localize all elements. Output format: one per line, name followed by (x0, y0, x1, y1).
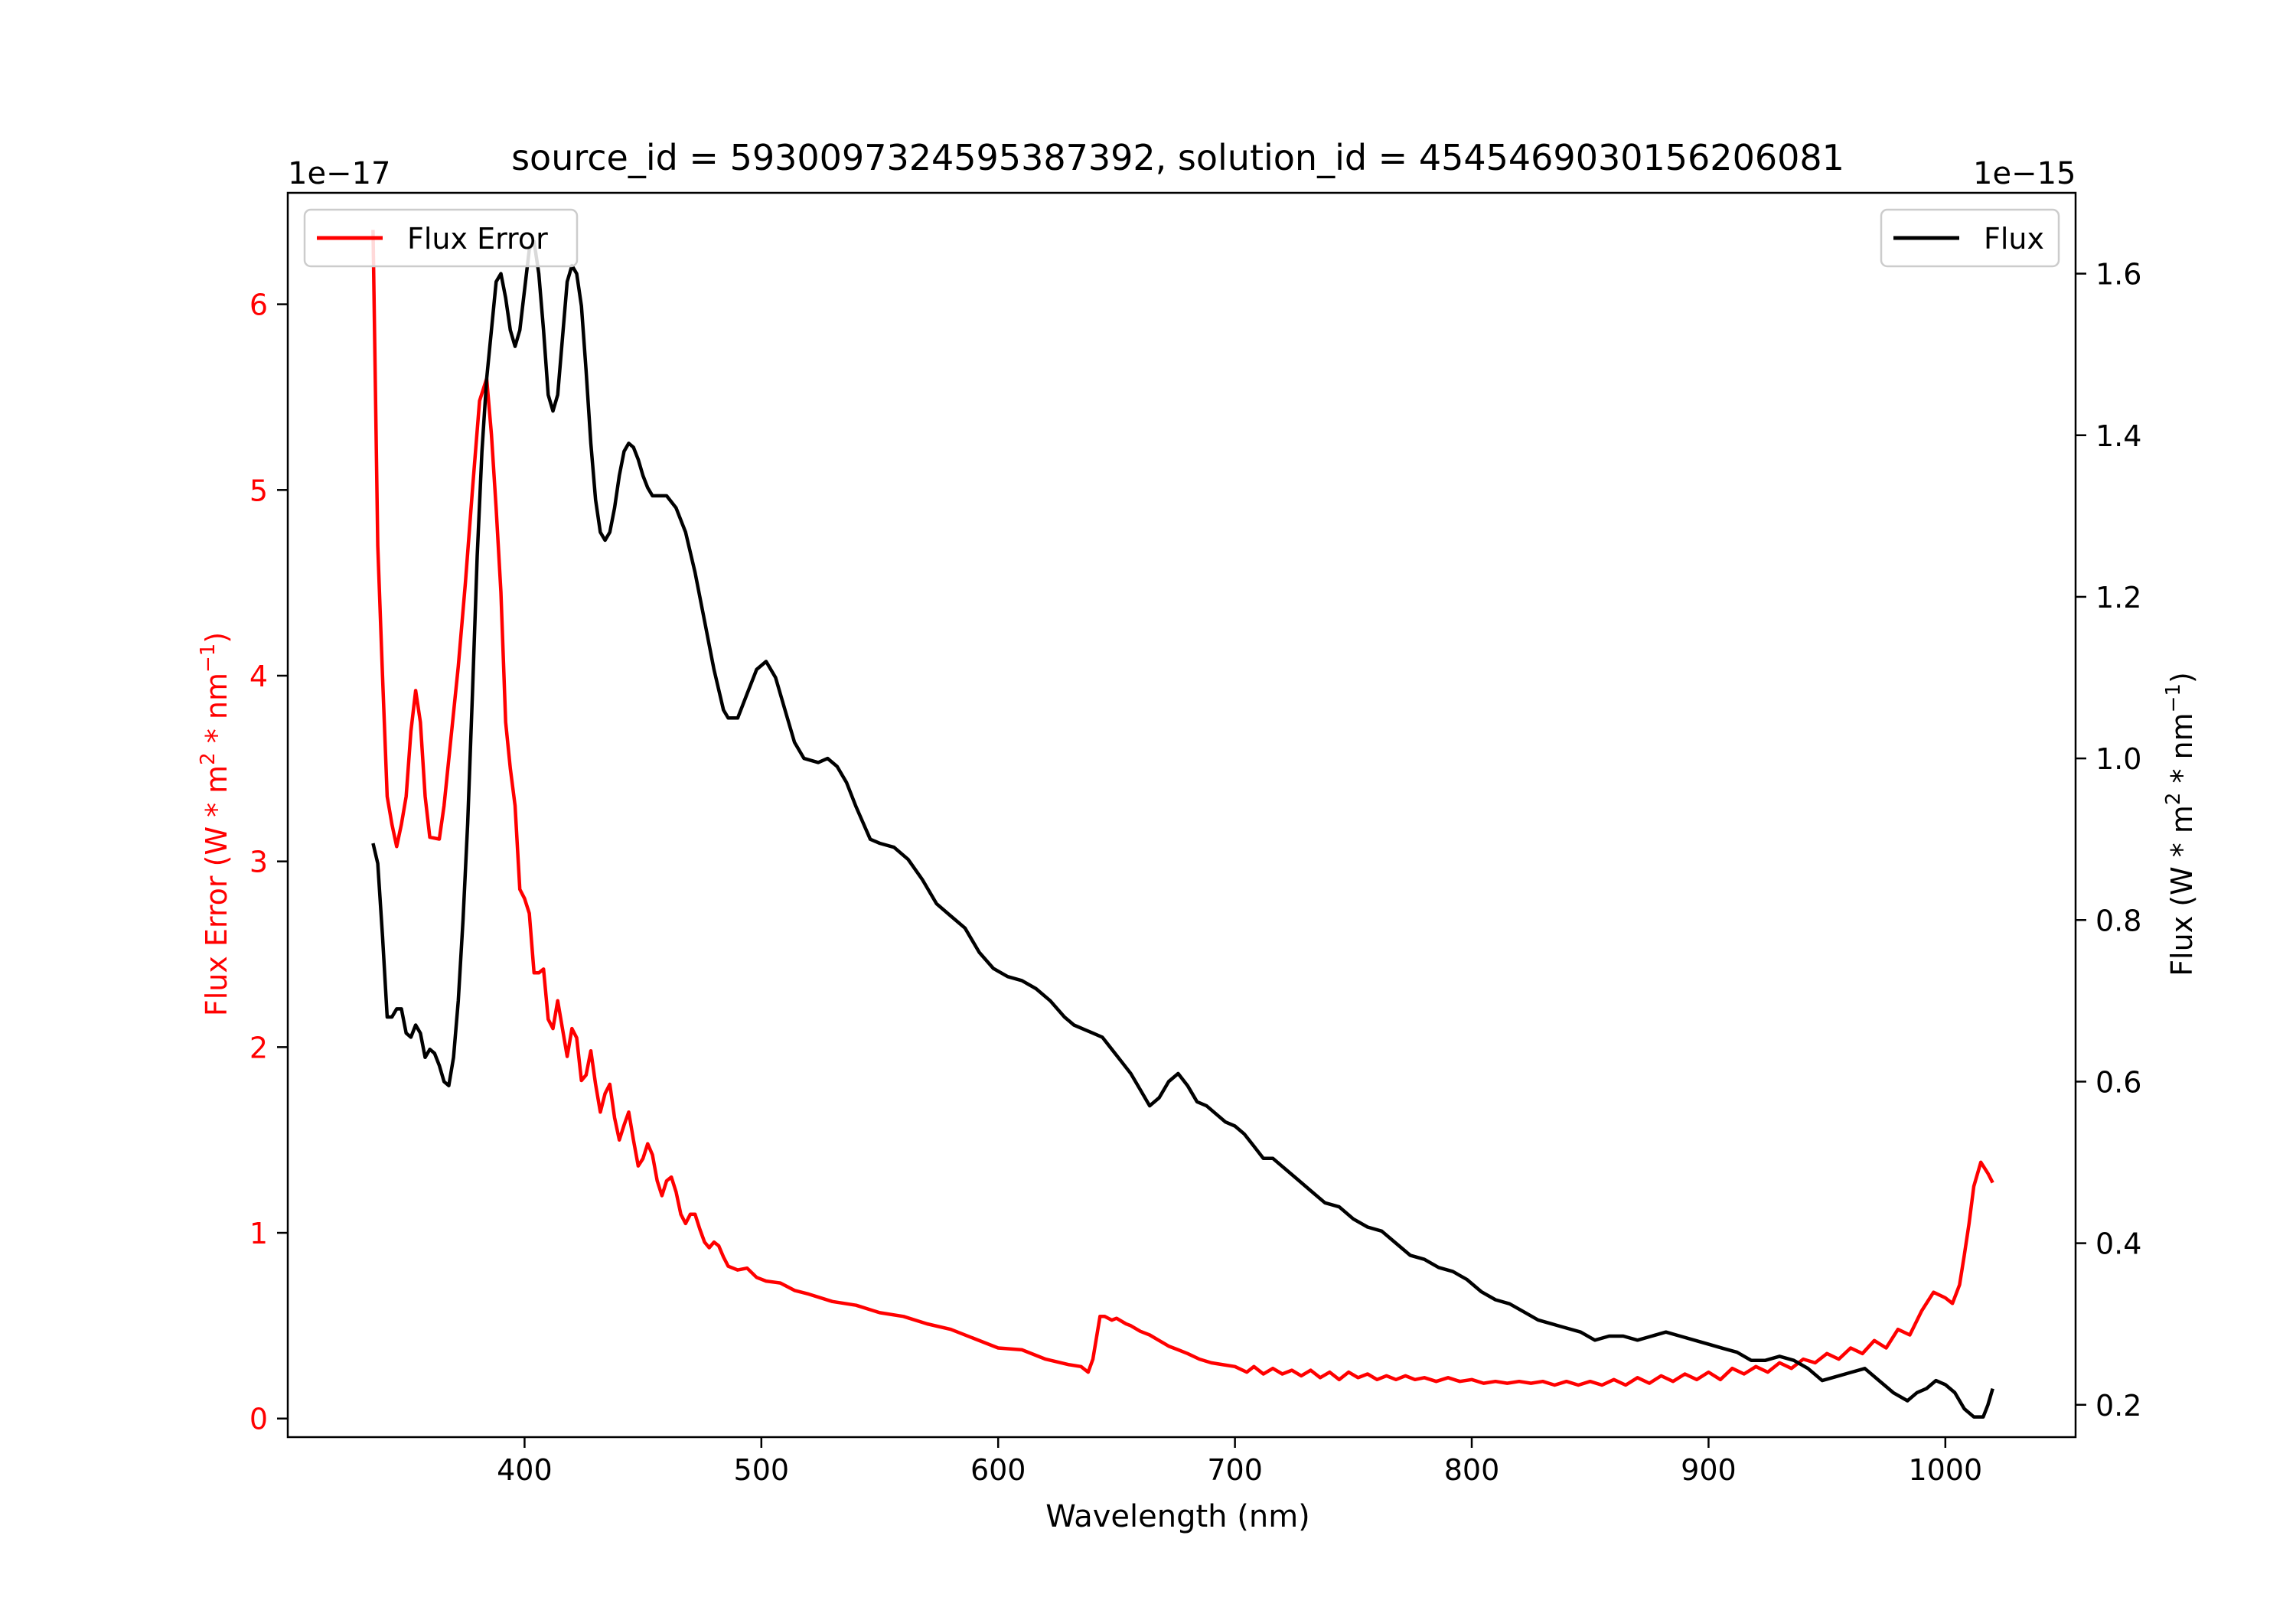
right-axis-offset-text: 1e−15 (1973, 156, 2076, 191)
left-y-tick-label: 6 (249, 288, 268, 322)
x-tick-label: 700 (1207, 1453, 1263, 1487)
left-axis-offset-text: 1e−17 (288, 156, 390, 191)
series-line-2 (371, 240, 1994, 1419)
left-axis-label: Flux Error (W * m2 * nm−1) (197, 632, 233, 1016)
left-y-tick-label: 1 (249, 1217, 268, 1250)
right-y-tick-label: 0.4 (2095, 1227, 2141, 1261)
legend-box (1880, 208, 2060, 268)
x-tick-label: 500 (734, 1453, 790, 1487)
x-tick-label: 900 (1681, 1453, 1737, 1487)
x-tick-label: 1000 (1908, 1453, 1982, 1487)
x-tick-label: 600 (970, 1453, 1026, 1487)
right-y-tick-label: 1.6 (2095, 258, 2141, 292)
right-y-tick-label: 1.2 (2095, 581, 2141, 614)
right-y-tick-label: 1.0 (2095, 742, 2141, 776)
x-tick-label: 800 (1444, 1453, 1500, 1487)
left-y-tick-label: 4 (249, 660, 268, 693)
left-y-tick-label: 3 (249, 846, 268, 879)
right-y-tick-label: 0.2 (2095, 1389, 2141, 1423)
right-y-tick-label: 0.8 (2095, 904, 2141, 937)
plot-frame (286, 191, 2077, 1439)
legend-box (303, 208, 579, 268)
left-y-tick-label: 0 (249, 1403, 268, 1436)
right-y-tick-label: 1.4 (2095, 419, 2141, 453)
left-y-tick-label: 5 (249, 474, 268, 507)
left-y-tick-label: 2 (249, 1031, 268, 1064)
legend-label: Flux (1984, 222, 2044, 256)
series-line-1 (371, 230, 1994, 1387)
right-y-tick-label: 0.6 (2095, 1065, 2141, 1099)
chart-title: source_id = 5930097324595387392, solutio… (511, 137, 1844, 178)
x-axis-label: Wavelength (nm) (1045, 1499, 1310, 1534)
right-axis-label: Flux (W * m2 * nm−1) (2162, 672, 2199, 976)
x-tick-label: 400 (497, 1453, 553, 1487)
legend-label: Flux Error (407, 222, 548, 256)
